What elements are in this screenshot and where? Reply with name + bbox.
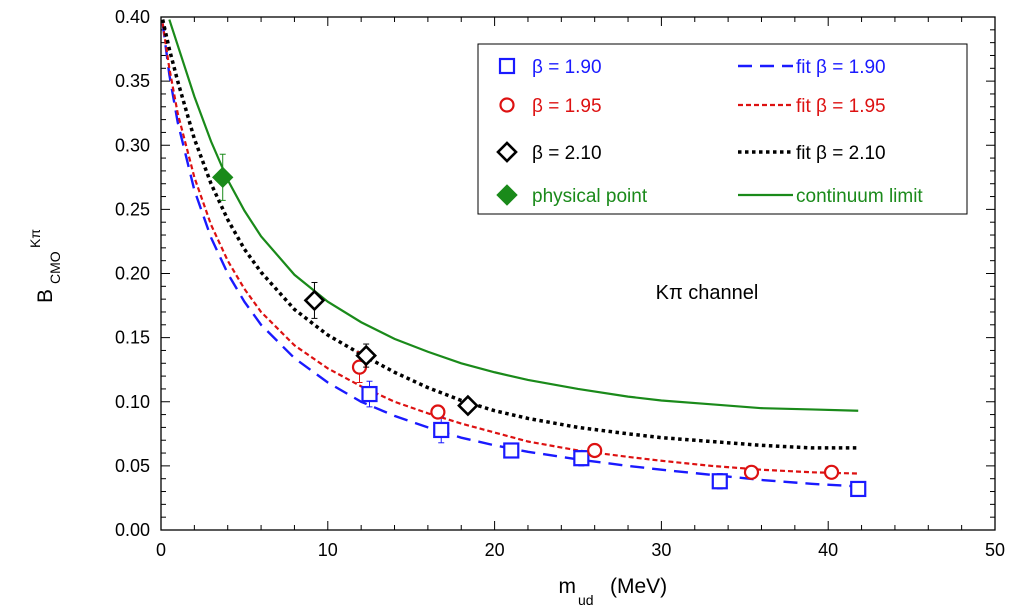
data-point	[303, 289, 326, 312]
y-tick-label: 0.10	[115, 392, 150, 412]
x-tick-label: 40	[818, 540, 838, 560]
svg-text:CMO: CMO	[47, 251, 63, 284]
fit-curve	[161, 23, 859, 475]
data-point	[361, 385, 378, 403]
y-axis-title: B CMO Kπ	[27, 229, 63, 303]
y-tick-label: 0.30	[115, 135, 150, 155]
y-tick-label: 0.15	[115, 328, 150, 348]
legend-marker	[496, 184, 518, 206]
svg-text:B: B	[34, 289, 57, 303]
legend-marker	[499, 97, 515, 113]
data-point	[823, 464, 840, 480]
y-tick-label: 0.35	[115, 71, 150, 91]
data-point	[212, 166, 234, 189]
svg-text:m: m	[559, 575, 577, 598]
data-point	[430, 404, 446, 420]
legend-label: physical point	[532, 186, 648, 207]
fit-curve	[161, 23, 859, 488]
y-tick-label: 0.40	[115, 7, 150, 27]
data-point	[573, 450, 590, 467]
fit-curves	[161, 19, 859, 488]
y-tick-label: 0.05	[115, 456, 150, 476]
legend-marker	[498, 57, 516, 75]
legend-label: β = 1.95	[532, 96, 602, 117]
x-tick-labels: 0 10 20 30 40 50	[156, 540, 1005, 560]
svg-text:ud: ud	[578, 592, 594, 608]
legend-label: fit β = 2.10	[796, 143, 886, 164]
y-tick-label: 0.00	[115, 520, 150, 540]
fit-curve	[168, 19, 859, 412]
x-tick-label: 10	[318, 540, 338, 560]
data-point	[457, 394, 479, 417]
x-tick-label: 50	[985, 540, 1005, 560]
legend-label: fit β = 1.95	[796, 96, 886, 117]
legend-label: continuum limit	[796, 186, 923, 207]
legend-label: fit β = 1.90	[796, 57, 886, 78]
x-tick-label: 30	[651, 540, 671, 560]
y-tick-label: 0.20	[115, 264, 150, 284]
y-tick-label: 0.25	[115, 199, 150, 219]
legend-label: β = 1.90	[532, 57, 602, 78]
legend-box	[477, 43, 968, 215]
annotation-k-pi-channel: Kπ channel	[656, 282, 759, 304]
axis-ticks	[160, 16, 996, 531]
x-tick-label: 20	[485, 540, 505, 560]
data-point	[355, 344, 378, 367]
x-axis-title: m ud (MeV)	[559, 575, 668, 608]
legend: β = 1.90 fit β = 1.90 β = 1.95 fit β = 1.95…	[477, 43, 968, 215]
legend-label: β = 2.10	[532, 143, 602, 164]
data-point	[850, 480, 867, 498]
x-tick-label: 0	[156, 540, 166, 560]
legend-marker	[496, 141, 518, 163]
data-point	[503, 442, 520, 459]
data-point	[711, 473, 728, 490]
svg-text:Kπ: Kπ	[27, 229, 43, 248]
data-point	[743, 464, 760, 480]
y-tick-labels: 0.00 0.05 0.10 0.15 0.20 0.25 0.30 0.35 0.40	[115, 7, 150, 540]
data-point	[433, 421, 450, 439]
fit-curve	[161, 19, 859, 450]
data-point	[587, 442, 603, 459]
svg-text:(MeV): (MeV)	[610, 575, 667, 598]
data-points	[212, 153, 867, 498]
